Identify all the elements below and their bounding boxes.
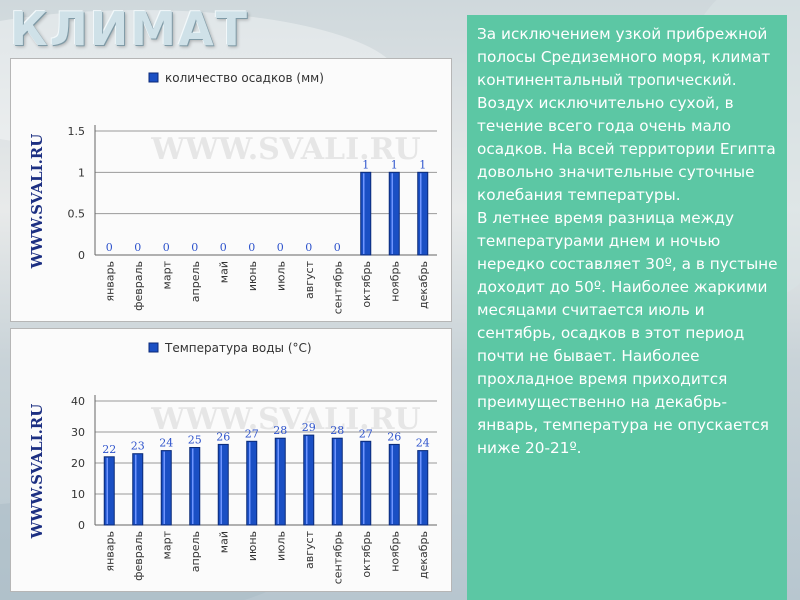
climate-paragraph-1: За исключением узкой прибрежной полосы С…	[477, 25, 776, 204]
temp-data-label: 22	[102, 443, 116, 456]
precip-x-tick-label: декабрь	[417, 261, 430, 309]
temp-bar	[360, 440, 372, 526]
temp-y-tick-label: 10	[71, 488, 85, 501]
temp-bar	[103, 456, 115, 526]
temp-data-label: 25	[188, 434, 202, 447]
precip-data-label: 0	[163, 241, 170, 254]
temp-x-tick-label: декабрь	[417, 531, 430, 579]
temp-watermark: WWW.SVALI.RU	[150, 402, 420, 437]
temp-x-tick-label: сентябрь	[331, 531, 344, 584]
precip-data-label: 0	[106, 241, 113, 254]
precip-y-tick-label: 0	[78, 249, 85, 262]
temp-data-label: 24	[416, 437, 430, 450]
precip-data-label: 1	[362, 158, 369, 171]
temp-x-tick-label: май	[217, 531, 230, 553]
slide-title: КЛИМАТ	[10, 2, 250, 56]
precip-x-tick-label: август	[303, 260, 316, 299]
precip-x-tick-label: апрель	[189, 261, 202, 302]
precip-y-tick-label: 1	[78, 166, 85, 179]
temp-x-tick-label: август	[303, 530, 316, 569]
temp-x-tick-label: октябрь	[360, 531, 373, 578]
precip-data-label: 0	[277, 241, 284, 254]
temp-y-tick-label: 20	[71, 457, 85, 470]
temp-x-tick-label: март	[160, 530, 173, 559]
temp-x-tick-label: июль	[274, 531, 287, 561]
precip-x-tick-label: сентябрь	[331, 261, 344, 314]
temp-bar	[417, 450, 429, 526]
precip-x-tick-label: октябрь	[360, 261, 373, 308]
precip-bar	[417, 171, 429, 256]
precip-x-tick-label: март	[160, 260, 173, 289]
temp-data-label: 26	[387, 430, 401, 443]
temp-data-label: 24	[159, 437, 173, 450]
precip-x-tick-label: июль	[274, 261, 287, 291]
precip-watermark: WWW.SVALI.RU	[150, 132, 420, 167]
precip-x-tick-label: ноябрь	[388, 261, 401, 302]
temp-side-label: WWW.SVALI.RU	[28, 404, 46, 540]
precip-data-label: 0	[220, 241, 227, 254]
precip-y-tick-label: 1.5	[68, 125, 86, 138]
temp-bar	[331, 437, 343, 526]
temp-x-tick-label: июнь	[246, 531, 259, 561]
precip-y-tick-label: 0.5	[68, 208, 86, 221]
precip-x-tick-label: февраль	[132, 261, 145, 311]
temp-bar	[303, 434, 315, 526]
precip-legend-swatch	[148, 72, 159, 83]
temp-data-label: 28	[273, 424, 287, 437]
temp-x-tick-label: январь	[103, 531, 116, 572]
precip-data-label: 0	[191, 241, 198, 254]
precip-data-label: 0	[134, 241, 141, 254]
temp-x-tick-label: ноябрь	[388, 531, 401, 572]
precipitation-chart-svg: количество осадков (мм) WWW.SVALI.RU WWW.S…	[28, 71, 437, 314]
climate-text-panel: За исключением узкой прибрежной полосы С…	[467, 15, 787, 600]
temp-data-label: 27	[359, 427, 373, 440]
precip-bar	[388, 171, 400, 256]
precip-data-label: 1	[419, 158, 426, 171]
precip-bar	[360, 171, 372, 256]
precip-x-tick-label: май	[217, 261, 230, 283]
temp-y-tick-label: 0	[78, 519, 85, 532]
temp-bar	[246, 440, 258, 526]
precip-data-label: 0	[334, 241, 341, 254]
precip-data-label: 0	[248, 241, 255, 254]
precip-x-tick-label: июнь	[246, 261, 259, 291]
precip-side-label: WWW.SVALI.RU	[28, 134, 46, 270]
precip-legend-label: количество осадков (мм)	[165, 71, 324, 85]
temp-data-label: 29	[302, 421, 316, 434]
climate-paragraph-2: В летнее время разница между температура…	[477, 209, 778, 457]
temp-y-tick-label: 30	[71, 426, 85, 439]
temp-data-label: 28	[330, 424, 344, 437]
temp-bar	[388, 443, 400, 526]
temp-bar	[217, 443, 229, 526]
precip-data-label: 0	[305, 241, 312, 254]
temp-bar	[132, 453, 144, 526]
temp-bar	[160, 450, 172, 526]
precipitation-chart: количество осадков (мм) WWW.SVALI.RU WWW.S…	[10, 58, 452, 322]
temp-data-label: 23	[131, 440, 145, 453]
precip-x-tick-label: январь	[103, 261, 116, 302]
temp-data-label: 26	[216, 430, 230, 443]
precip-data-label: 1	[391, 158, 398, 171]
temp-y-tick-label: 40	[71, 395, 85, 408]
water-temperature-chart: Температура воды (°С) WWW.SVALI.RU WWW.SVA…	[10, 328, 452, 592]
temp-x-tick-label: апрель	[189, 531, 202, 572]
temp-bar	[189, 447, 201, 526]
temp-bar	[274, 437, 286, 526]
temp-legend-label: Температура воды (°С)	[164, 341, 312, 355]
temp-data-label: 27	[245, 427, 259, 440]
temp-x-tick-label: февраль	[132, 531, 145, 581]
temp-legend-swatch	[148, 342, 159, 353]
water-temperature-chart-svg: Температура воды (°С) WWW.SVALI.RU WWW.SVA…	[28, 341, 437, 584]
